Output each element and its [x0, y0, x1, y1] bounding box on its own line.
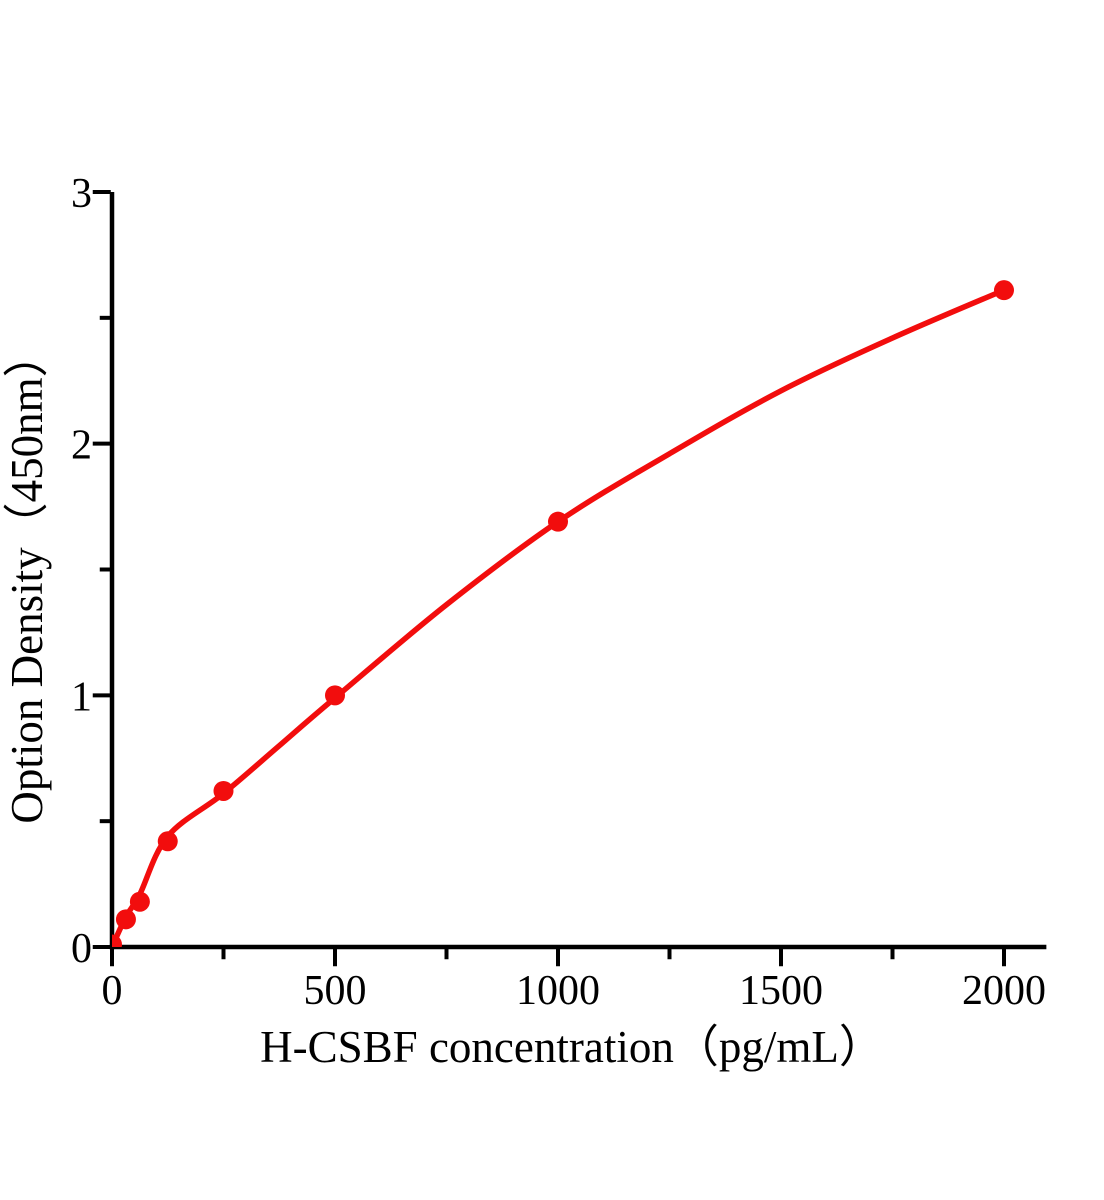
fitted-curve [112, 287, 1007, 947]
x-tick-label: 500 [304, 968, 367, 1014]
y-tick-label: 0 [71, 926, 92, 972]
data-point [157, 831, 178, 852]
x-tick-label: 0 [102, 968, 123, 1014]
y-axis-title: Option Density（450nm） [2, 332, 52, 823]
x-tick-label: 1500 [739, 968, 823, 1014]
data-point [994, 280, 1014, 301]
y-tick-label: 3 [71, 171, 92, 217]
x-tick-label: 1000 [516, 968, 600, 1014]
tick-labels: 0 500 1000 1500 2000 0 1 2 3 [71, 171, 1046, 1014]
axes [109, 192, 1047, 950]
x-tick-label: 2000 [962, 968, 1046, 1014]
data-point [129, 891, 150, 912]
data-point [325, 685, 345, 706]
plot-area [112, 280, 1014, 947]
data-point [213, 780, 234, 801]
y-tick-label: 1 [71, 674, 92, 720]
x-axis-title: H-CSBF concentration（pg/mL） [260, 1022, 884, 1072]
data-point [115, 909, 136, 930]
data-point [548, 511, 568, 532]
axis-ticks [92, 190, 1006, 967]
data-point [112, 934, 122, 947]
y-tick-label: 2 [71, 423, 92, 469]
